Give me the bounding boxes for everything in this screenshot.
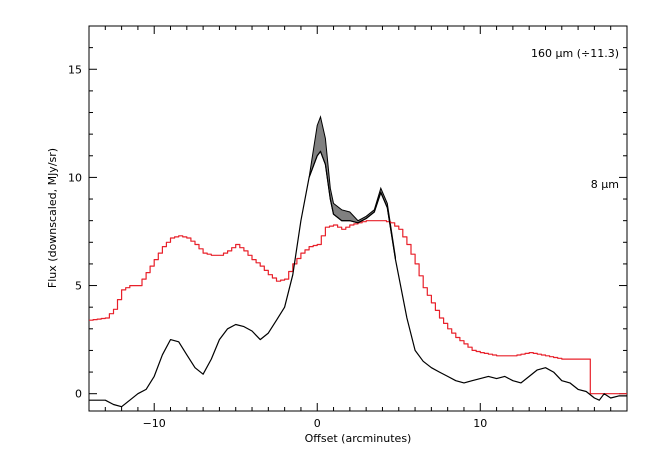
y-tick-label: 0	[75, 388, 82, 401]
uncertainty-band-layer	[308, 115, 396, 260]
series-8um-line	[89, 150, 627, 408]
legend-160um: 160 μm (÷11.3)	[531, 47, 619, 60]
y-tick-label: 5	[75, 280, 82, 293]
y-tick-label: 15	[68, 63, 82, 76]
plot-frame	[88, 25, 628, 412]
series-layer	[89, 150, 627, 408]
y-tick-label: 10	[68, 171, 82, 184]
x-tick-label: 0	[314, 417, 321, 430]
y-tick-labels: 0 5 10 15	[68, 63, 82, 400]
x-tick-labels: −10 0 10	[143, 417, 488, 430]
x-axis-label: Offset (arcminutes)	[305, 432, 412, 445]
y-axis-label: Flux (downscaled, MJy/sr)	[46, 148, 59, 288]
uncertainty-band	[308, 115, 396, 260]
series-160um-line	[89, 220, 627, 395]
x-tick-label: −10	[143, 417, 166, 430]
axis-ticks	[88, 25, 628, 411]
legend-8um: 8 μm	[591, 178, 619, 191]
x-tick-label: 10	[473, 417, 487, 430]
